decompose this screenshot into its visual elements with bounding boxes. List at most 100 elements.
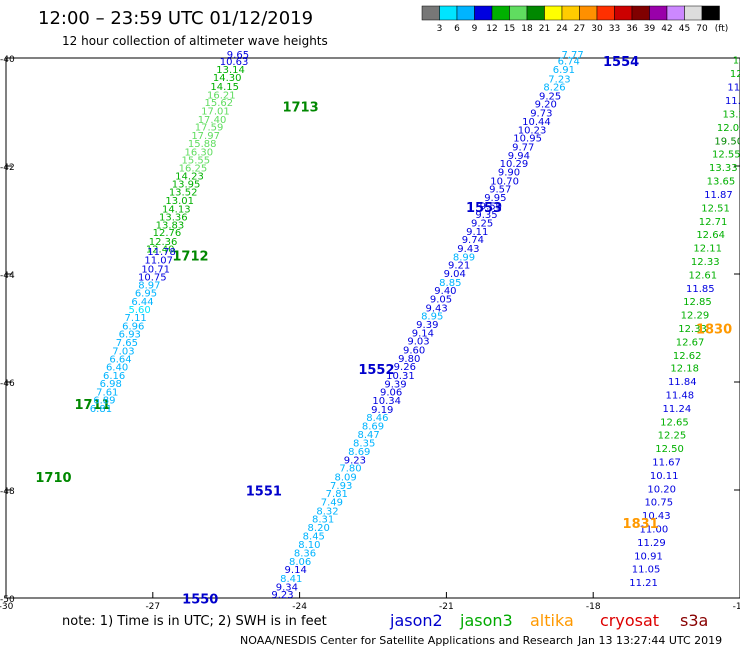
wave-height-label: 9.40 <box>434 286 456 297</box>
wave-height-label: 13.2 <box>723 109 740 120</box>
wave-height-label: 10.95 <box>513 134 542 145</box>
wave-height-label: 11.84 <box>668 377 697 388</box>
wave-height-label: 6.91 <box>553 65 575 76</box>
colorbar-label: 27 <box>574 24 585 34</box>
wave-height-label: 8.06 <box>289 557 311 568</box>
wave-height-label: 17.40 <box>198 115 227 126</box>
wave-height-label: 7.65 <box>116 338 138 349</box>
wave-height-label: 15.62 <box>205 98 234 109</box>
wave-height-label: 10.11 <box>650 471 679 482</box>
wave-height-label: 6.81 <box>90 404 112 415</box>
wave-height-label: 8.41 <box>280 574 302 585</box>
wave-height-label: 12.36 <box>149 237 178 248</box>
pass-time-label: 1831 <box>623 517 659 532</box>
wave-height-label: 10.91 <box>634 552 663 563</box>
wave-height-label: 10.23 <box>518 126 547 137</box>
pass-time-label: 1710 <box>35 471 71 486</box>
wave-height-label: 14.23 <box>175 172 204 183</box>
colorbar-label: 39 <box>644 24 656 34</box>
y-tick-label: -40 <box>0 55 15 65</box>
x-tick-label: -18 <box>586 602 601 612</box>
wave-height-label: 11.21 <box>629 578 658 589</box>
wave-height-label: 9.34 <box>276 582 298 593</box>
wave-height-label: 9.04 <box>444 269 466 280</box>
colorbar-swatch <box>596 5 615 21</box>
wave-height-label: 12.62 <box>673 351 702 362</box>
wave-height-label: 10.43 <box>642 511 671 522</box>
wave-height-label: 12.85 <box>683 297 712 308</box>
wave-height-label: 13.83 <box>156 221 185 232</box>
wave-height-label: 9.39 <box>384 379 406 390</box>
wave-height-label: 9.59 <box>480 202 502 213</box>
wave-height-label: 10.29 <box>500 159 529 170</box>
colorbar-swatch <box>614 5 633 21</box>
wave-height-label: 9.60 <box>403 345 425 356</box>
wave-height-label: 13.95 <box>172 180 201 191</box>
wave-height-label: 8.36 <box>294 548 316 559</box>
wave-height-label: 7.49 <box>321 498 343 509</box>
track-jason3-low: 6.966.937.657.036.646.406.166.987.616.89… <box>90 322 145 416</box>
grid <box>5 57 740 599</box>
wave-height-label: 12.25 <box>658 431 687 442</box>
colorbar-label: 30 <box>591 24 603 34</box>
wave-height-label: 6.96 <box>122 322 144 333</box>
wave-height-label: 13.33 <box>709 163 738 174</box>
wave-height-label: 11.78 <box>147 247 176 258</box>
colorbar-swatch <box>666 5 685 21</box>
wave-height-label: 9.95 <box>484 193 506 204</box>
wave-height-label: 9.25 <box>471 218 493 229</box>
page-title: 12:00 – 23:59 UTC 01/12/2019 <box>38 8 313 29</box>
footer-credit: NOAA/NESDIS Center for Satellite Applica… <box>240 634 573 647</box>
x-tick-label: -15 <box>733 602 740 612</box>
wave-height-label: 6.89 <box>93 396 115 407</box>
colorbar-label: 33 <box>609 24 620 34</box>
wave-height-label: 16.21 <box>207 91 236 102</box>
wave-height-label: 12.67 <box>676 337 705 348</box>
wave-height-label: 11.9 <box>727 82 740 93</box>
wave-height-label: 16.25 <box>179 163 208 174</box>
colorbar-label: 70 <box>696 24 708 34</box>
wave-height-label: 14.0 <box>733 55 740 66</box>
wave-height-label: 10.75 <box>138 272 167 283</box>
wave-height-label: 11.67 <box>652 458 681 469</box>
colorbar-label: 36 <box>626 24 638 34</box>
colorbar-swatch <box>526 5 545 21</box>
wave-height-label: 9.21 <box>448 261 470 272</box>
track-jason3: 14.0 12.9 11.9 11.6 13.2 12.04 19.50 12.55 13.33… <box>629 55 740 589</box>
colorbar-label: 15 <box>504 24 515 34</box>
wave-height-label: 11.6 <box>725 96 740 107</box>
wave-height-label: 10.34 <box>372 396 401 407</box>
wave-height-label: 9.43 <box>457 244 479 255</box>
wave-height-label: 8.09 <box>334 472 356 483</box>
wave-height-label: 16.30 <box>184 148 213 159</box>
wave-height-label: 9.80 <box>398 354 420 365</box>
wave-height-label: 19.50 <box>714 136 740 147</box>
wave-height-label: 9.14 <box>412 329 434 340</box>
wave-height-label: 12.04 <box>717 123 740 134</box>
footer-note: note: 1) Time is in UTC; 2) SWH is in fe… <box>62 614 327 629</box>
wave-height-label: 17.01 <box>201 107 230 118</box>
page-subtitle: 12 hour collection of altimeter wave hei… <box>62 34 328 48</box>
plot-area: -40 -42 -44 -46 -48 -50-30 -27 -24 -21 -18 -15 9.6… <box>0 50 740 612</box>
wave-height-label: 10.75 <box>644 498 673 509</box>
wave-height-label: 9.77 <box>512 142 534 153</box>
wave-height-label: 9.19 <box>371 405 393 416</box>
wave-height-label: 9.20 <box>535 100 557 111</box>
colorbar-swatch <box>579 5 598 21</box>
wave-height-label: 8.26 <box>543 82 565 93</box>
wave-height-label: 10.20 <box>647 485 676 496</box>
y-tick-label: -48 <box>0 487 15 497</box>
wave-height-label: 8.85 <box>439 278 461 289</box>
wave-height-label: 9.43 <box>425 303 447 314</box>
y-tick-label: -50 <box>0 595 15 605</box>
colorbar-swatch <box>421 5 440 21</box>
colorbar-swatch <box>649 5 668 21</box>
wave-height-label: 6.93 <box>119 330 141 341</box>
wave-height-label: 9.94 <box>508 151 530 162</box>
wave-height-label: 13.14 <box>216 65 245 76</box>
wave-height-label: 9.90 <box>498 168 520 179</box>
wave-height-label: 8.46 <box>366 413 388 424</box>
plot-frame <box>5 57 740 599</box>
colorbar-swatch <box>701 5 720 21</box>
wave-height-label: 12.76 <box>153 228 182 239</box>
